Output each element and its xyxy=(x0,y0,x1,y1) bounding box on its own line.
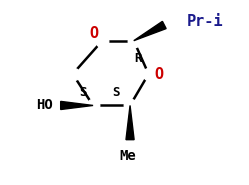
Text: S: S xyxy=(79,86,87,99)
Text: HO: HO xyxy=(36,97,52,112)
Text: R: R xyxy=(135,52,142,65)
Text: Me: Me xyxy=(120,149,136,163)
Polygon shape xyxy=(61,101,93,110)
Text: O: O xyxy=(89,26,99,41)
Polygon shape xyxy=(126,105,134,140)
Text: Pr-i: Pr-i xyxy=(187,14,223,29)
Text: S: S xyxy=(113,86,120,99)
Polygon shape xyxy=(134,21,166,41)
Text: O: O xyxy=(154,66,163,82)
